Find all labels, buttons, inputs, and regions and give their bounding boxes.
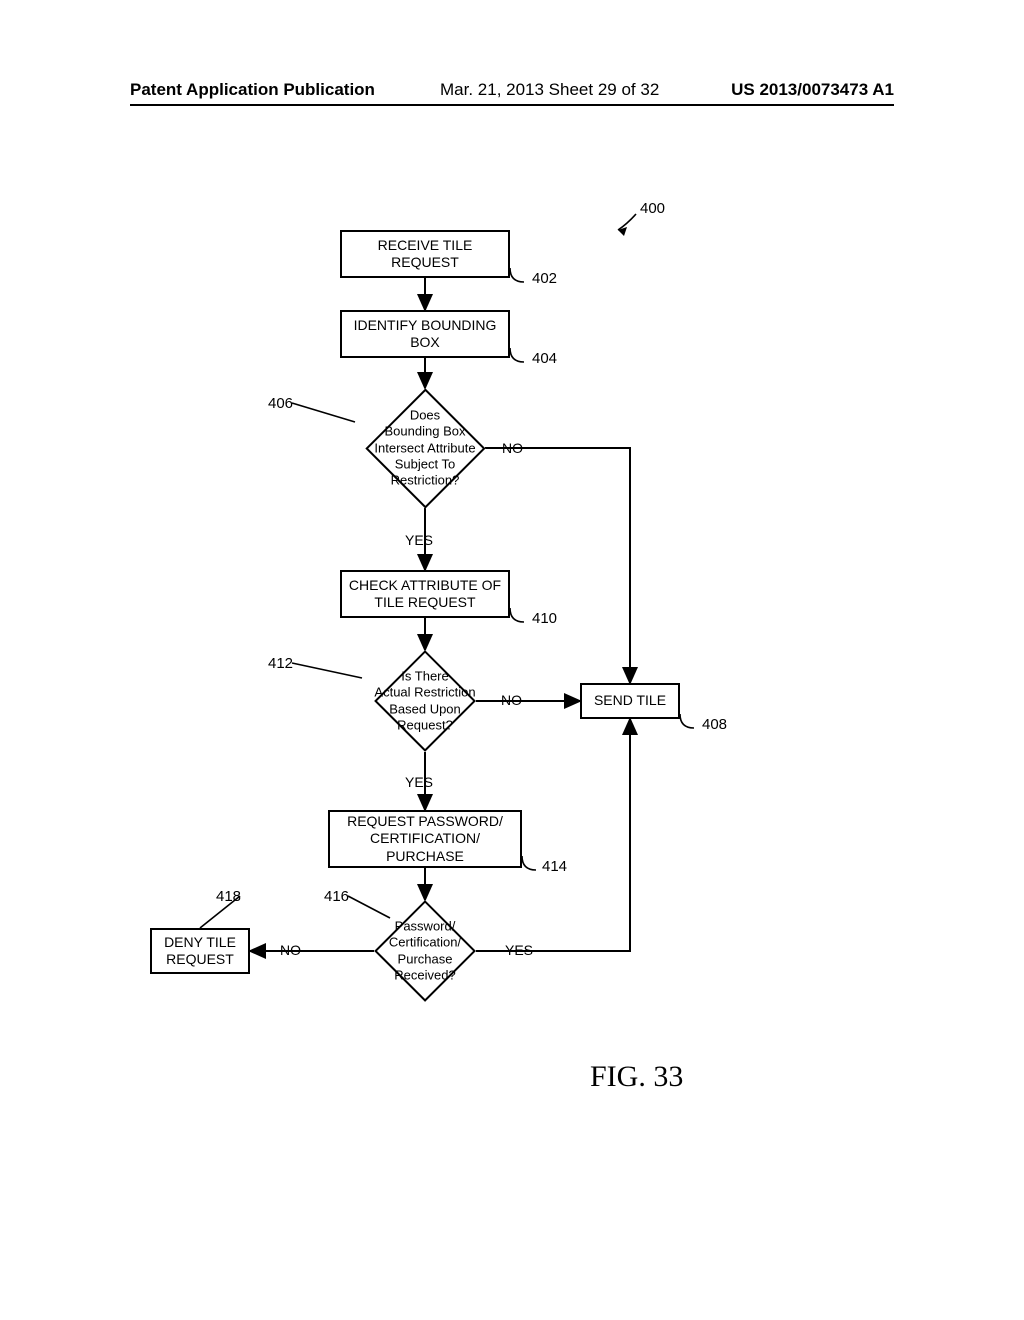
flow-node-n418: DENY TILEREQUEST xyxy=(150,928,250,974)
ref-label: 412 xyxy=(268,655,293,672)
header-right: US 2013/0073473 A1 xyxy=(731,80,894,100)
edge-label: YES xyxy=(405,774,433,790)
ref-label: 400 xyxy=(640,200,665,217)
ref-label: 410 xyxy=(532,610,557,627)
edge-label: NO xyxy=(280,942,301,958)
connectors-layer xyxy=(130,170,890,1170)
edge-label: YES xyxy=(505,942,533,958)
edge-label: NO xyxy=(502,440,523,456)
header-mid: Mar. 21, 2013 Sheet 29 of 32 xyxy=(440,80,659,100)
page-header: Patent Application Publication Mar. 21, … xyxy=(130,80,894,106)
ref-label: 414 xyxy=(542,858,567,875)
ref-label: 404 xyxy=(532,350,557,367)
flow-node-n416: Password/Certification/PurchaseReceived? xyxy=(374,900,476,1002)
figure-label: FIG. 33 xyxy=(590,1060,683,1094)
ref-label: 408 xyxy=(702,716,727,733)
flow-node-n408: SEND TILE xyxy=(580,683,680,719)
ref-label: 406 xyxy=(268,395,293,412)
flow-node-n414: REQUEST PASSWORD/CERTIFICATION/PURCHASE xyxy=(328,810,522,868)
flow-node-n402: RECEIVE TILEREQUEST xyxy=(340,230,510,278)
ref-label: 402 xyxy=(532,270,557,287)
flow-node-n406: DoesBounding BoxIntersect AttributeSubje… xyxy=(365,388,485,508)
header-left: Patent Application Publication xyxy=(130,80,375,99)
ref-label: 416 xyxy=(324,888,349,905)
flow-node-n404: IDENTIFY BOUNDINGBOX xyxy=(340,310,510,358)
flow-node-n412: Is ThereActual RestrictionBased UponRequ… xyxy=(374,650,476,752)
edge-label: NO xyxy=(501,692,522,708)
ref-label: 418 xyxy=(216,888,241,905)
edge-label: YES xyxy=(405,532,433,548)
flowchart-canvas: RECEIVE TILEREQUEST IDENTIFY BOUNDINGBOX D… xyxy=(130,170,890,1170)
flow-node-n410: CHECK ATTRIBUTE OFTILE REQUEST xyxy=(340,570,510,618)
